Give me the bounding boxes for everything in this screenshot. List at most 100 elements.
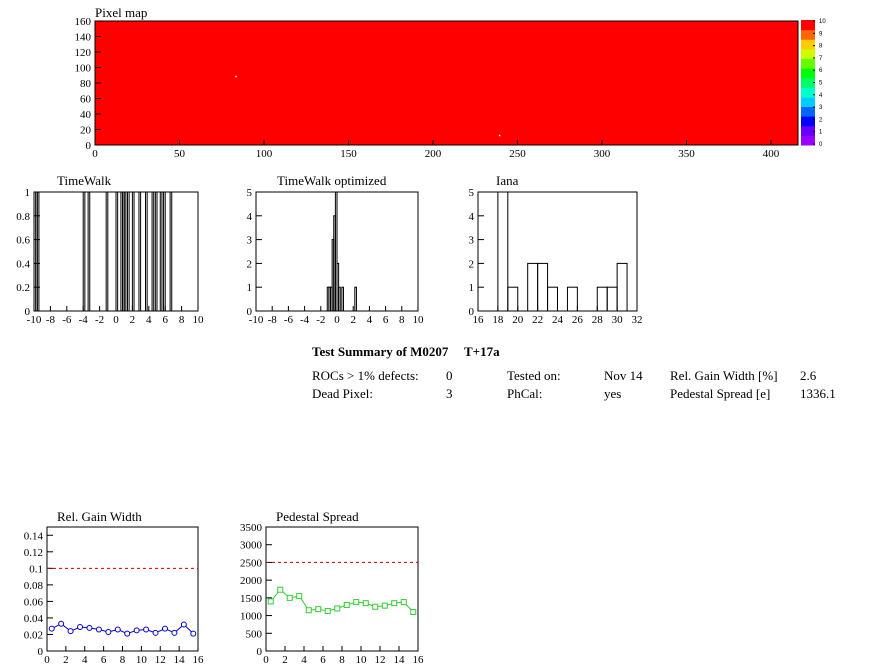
pixelmap-xtick-label: 350 bbox=[678, 148, 695, 160]
gainwidth-xtick-label: 16 bbox=[193, 654, 205, 666]
gainwidth-xtick-label: 6 bbox=[101, 654, 107, 666]
timewalk-bar bbox=[151, 191, 155, 312]
timewalk_opt-title: TimeWalk optimized bbox=[277, 173, 387, 188]
palette-tick-label: 2 bbox=[819, 117, 823, 123]
timewalk-xtick-label: 6 bbox=[162, 314, 168, 326]
pedestal-point bbox=[381, 602, 388, 609]
timewalk-bar bbox=[145, 191, 148, 312]
palette-swatch bbox=[801, 106, 815, 117]
pedestal-point bbox=[400, 599, 407, 606]
pixelmap-dead-pixel bbox=[235, 75, 237, 78]
gainwidth-ytick-label: 0.1 bbox=[29, 563, 43, 575]
pixelmap-xtick-label: 100 bbox=[256, 148, 273, 160]
gainwidth-point bbox=[161, 625, 168, 632]
pixelmap-ytick-label: 100 bbox=[75, 63, 92, 75]
gainwidth-point bbox=[58, 620, 65, 627]
pedestal-point bbox=[315, 606, 322, 613]
pedestal-ytick-label: 2500 bbox=[240, 557, 263, 569]
pedestal-xtick-label: 4 bbox=[301, 654, 307, 666]
gain-width-label: Rel. Gain Width [%] bbox=[670, 368, 778, 383]
timewalk-bar bbox=[126, 191, 130, 312]
palette-tick-label: 6 bbox=[819, 68, 823, 74]
gainwidth-xtick-label: 4 bbox=[82, 654, 88, 666]
gainwidth-point bbox=[133, 627, 140, 634]
pedestal-xtick-label: 16 bbox=[413, 654, 425, 666]
iana-ytick-label: 2 bbox=[469, 258, 475, 270]
pixelmap-dead-pixel bbox=[498, 134, 501, 137]
timewalk_opt-xtick-label: -2 bbox=[316, 314, 325, 326]
palette-swatch bbox=[801, 96, 815, 108]
gainwidth-xtick-label: 2 bbox=[63, 654, 69, 666]
phcal-label: PhCal: bbox=[507, 386, 543, 401]
timewalk-bar bbox=[36, 191, 40, 312]
timewalk-bar bbox=[115, 191, 119, 312]
timewalk_opt-ytick-label: 1 bbox=[247, 282, 253, 294]
pedestal-xtick-label: 12 bbox=[375, 654, 386, 666]
gainwidth-xtick-label: 8 bbox=[120, 654, 126, 666]
gainwidth-point bbox=[95, 626, 102, 633]
dead-pixel-value: 3 bbox=[446, 386, 453, 401]
palette-tick-label: 7 bbox=[819, 56, 823, 62]
summary-condition: T+17a bbox=[464, 344, 500, 359]
iana-bar bbox=[547, 286, 558, 312]
pixelmap-ytick-label: 120 bbox=[75, 47, 92, 59]
iana-ytick-label: 0 bbox=[469, 306, 475, 318]
timewalk_opt-ytick-label: 5 bbox=[247, 187, 253, 199]
palette-swatch bbox=[801, 48, 815, 59]
pedestal-frame bbox=[265, 526, 419, 652]
timewalk-title: TimeWalk bbox=[57, 173, 112, 188]
pedestal-point bbox=[324, 607, 331, 614]
pedestal-xtick-label: 10 bbox=[356, 654, 368, 666]
iana-ytick-label: 5 bbox=[469, 187, 475, 199]
pedestal-xtick-label: 0 bbox=[263, 654, 269, 666]
pixelmap-xtick-label: 250 bbox=[509, 148, 526, 160]
pedestal-point bbox=[286, 594, 293, 601]
gainwidth-point bbox=[67, 628, 74, 635]
tested-on-label: Tested on: bbox=[507, 368, 561, 383]
pedestal-point bbox=[267, 598, 274, 605]
timewalk-xtick-label: -6 bbox=[62, 314, 72, 326]
pedestal-point bbox=[305, 607, 312, 614]
gainwidth-ytick-label: 0.06 bbox=[24, 596, 44, 608]
timewalk_opt-bar bbox=[334, 191, 338, 312]
pixelmap-ytick-label: 40 bbox=[80, 109, 92, 121]
pixelmap-ytick-label: 60 bbox=[80, 94, 92, 106]
timewalk_opt-xtick-label: -6 bbox=[284, 314, 294, 326]
pixelmap-frame bbox=[94, 20, 799, 146]
timewalk_opt-xtick-label: 10 bbox=[413, 314, 425, 326]
gainwidth-point bbox=[143, 626, 150, 633]
palette-swatch bbox=[801, 135, 815, 146]
timewalk-bar bbox=[82, 191, 86, 312]
iana-bar bbox=[537, 262, 549, 312]
gainwidth-ytick-label: 0 bbox=[38, 646, 44, 658]
pedestal-ytick-label: 500 bbox=[246, 628, 263, 640]
pedestal-point bbox=[391, 600, 398, 607]
timewalk_opt-xtick-label: 8 bbox=[399, 314, 405, 326]
palette-tick-label: 8 bbox=[819, 44, 823, 50]
gainwidth-ytick-label: 0.12 bbox=[24, 547, 43, 559]
pixelmap-xtick-label: 50 bbox=[174, 148, 186, 160]
timewalk-ytick-label: 0.6 bbox=[16, 235, 30, 247]
timewalk-xtick-label: 0 bbox=[113, 314, 119, 326]
rocs-defects-label: ROCs > 1% defects: bbox=[312, 368, 419, 383]
pedestal-ytick-label: 1500 bbox=[240, 593, 263, 605]
iana-ytick-label: 4 bbox=[469, 211, 475, 223]
pixelmap-xtick-label: 300 bbox=[594, 148, 611, 160]
palette-swatch bbox=[801, 87, 815, 98]
timewalk_opt-bar bbox=[354, 286, 357, 312]
palette-tick-label: 9 bbox=[819, 31, 823, 37]
palette-swatch bbox=[801, 125, 815, 136]
timewalk-ytick-label: 0.8 bbox=[16, 211, 30, 223]
palette-tick-label: 4 bbox=[819, 93, 823, 99]
palette-tick-label: 5 bbox=[819, 81, 823, 87]
gainwidth-point bbox=[105, 628, 112, 635]
pedestal-ytick-label: 0 bbox=[257, 646, 263, 658]
pedestal-ytick-label: 3500 bbox=[240, 522, 263, 534]
pedestal-xtick-label: 14 bbox=[394, 654, 406, 666]
iana-xtick-label: 32 bbox=[632, 314, 643, 326]
timewalk_opt-xtick-label: -10 bbox=[249, 314, 264, 326]
pixelmap-ytick-label: 160 bbox=[75, 16, 92, 28]
timewalk-xtick-label: -2 bbox=[95, 314, 104, 326]
gainwidth-xtick-label: 0 bbox=[44, 654, 50, 666]
